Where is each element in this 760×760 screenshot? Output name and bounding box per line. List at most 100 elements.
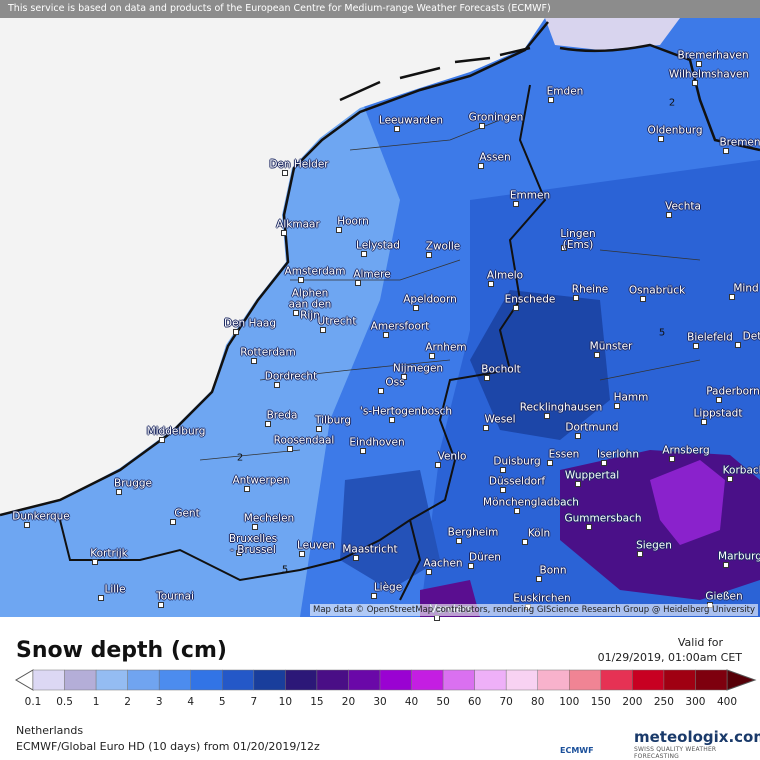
city-label: Dordrecht [264,370,318,383]
city-dot [573,295,579,301]
city-label: Bruxelles - Brussel [228,533,278,556]
legend-band [222,669,255,691]
legend-band [505,669,538,691]
city-label: Almere [353,268,391,281]
city-dot [426,252,432,258]
city-dot [251,358,257,364]
city-dot [394,126,400,132]
meteologix-logo: meteologix.com [634,728,760,746]
city-dot [701,419,707,425]
legend-title: Snow depth (cm) [16,638,227,663]
legend-tick-label: 70 [499,696,512,708]
city-label: Lille [104,583,126,596]
legend-tick-label: 60 [468,696,481,708]
city-dot [98,595,104,601]
contour-label: 2 [668,97,676,109]
legend-tick-label: 1 [93,696,100,708]
city-label: Mönchengladbach [483,496,579,509]
snow-area [650,460,725,545]
legend-tick-label: 50 [436,696,449,708]
city-label: Utrecht [317,315,357,328]
city-dot [426,569,432,575]
city-dot [389,417,395,423]
city-label: Recklinghausen [519,401,603,414]
legend-band [95,669,128,691]
contour-label: 5 [281,564,289,576]
city-label: Düsseldorf [488,475,546,488]
legend-tick-label: 40 [405,696,418,708]
city-dot [320,327,326,333]
legend-tick-label: 15 [310,696,323,708]
city-label: Bielefeld [687,331,733,344]
city-label: Euskirchen [513,592,571,605]
map [0,0,760,617]
city-dot [536,576,542,582]
city-label: Wesel [484,413,516,426]
city-label: Köln [527,527,551,540]
city-dot [637,551,643,557]
city-label: Vechta [665,200,701,213]
city-dot [456,538,462,544]
legend-band [64,669,97,691]
city-dot [729,294,735,300]
city-label: Almelo [486,269,524,282]
legend-band [253,669,286,691]
city-label: Bergheim [447,526,499,539]
sea-snow [545,18,680,50]
city-label: Mechelen [243,512,295,525]
city-dot [513,305,519,311]
province-border [199,119,701,461]
city-dot [696,61,702,67]
city-label: Wilhelmshaven [668,68,750,81]
city-dot [298,277,304,283]
legend-tick-label: 200 [622,696,642,708]
valid-time: 01/29/2019, 01:00am CET [597,651,742,664]
city-dot [435,462,441,468]
city-label: Alphen aan den Rijn [288,287,332,322]
city-label: 's-Hertogenbosch [359,405,453,418]
city-dot [548,97,554,103]
city-label: Det [742,330,760,343]
city-label: Bocholt [481,363,521,376]
city-dot [158,602,164,608]
city-dot [429,353,435,359]
city-dot [413,305,419,311]
city-dot [293,310,299,316]
city-dot [24,522,30,528]
city-dot [479,123,485,129]
legend-band [411,669,444,691]
city-label: Amersfoort [370,320,430,333]
city-dot [468,563,474,569]
legend-tick-label: 0.5 [56,696,73,708]
city-dot [478,163,484,169]
city-dot [236,550,242,556]
city-label: Emden [546,85,584,98]
city-label: Bremerhaven [677,49,749,62]
legend-band [474,669,507,691]
contour-label: 2 [236,452,244,464]
city-dot [383,332,389,338]
city-dot [484,375,490,381]
city-dot [299,551,305,557]
city-dot [640,296,646,302]
city-dot [716,397,722,403]
city-label: Essen [548,448,580,461]
city-dot [265,421,271,427]
legend-band [663,669,696,691]
legend-band [348,669,381,691]
city-dot [614,403,620,409]
city-label: Münster [589,340,633,353]
city-label: Antwerpen [232,474,290,487]
legend-tick-label: 300 [685,696,705,708]
city-dot [92,559,98,565]
sea [0,18,545,515]
city-label: Kortrijk [90,547,128,560]
city-dot [336,227,342,233]
legend-tick-label: 0.1 [25,696,42,708]
city-label: Mind [733,282,759,295]
header-notice: This service is based on data and produc… [0,0,760,18]
city-label: Gummersbach [564,512,642,525]
city-label: Lippstadt [693,407,743,420]
city-label: Marburg [718,550,760,563]
